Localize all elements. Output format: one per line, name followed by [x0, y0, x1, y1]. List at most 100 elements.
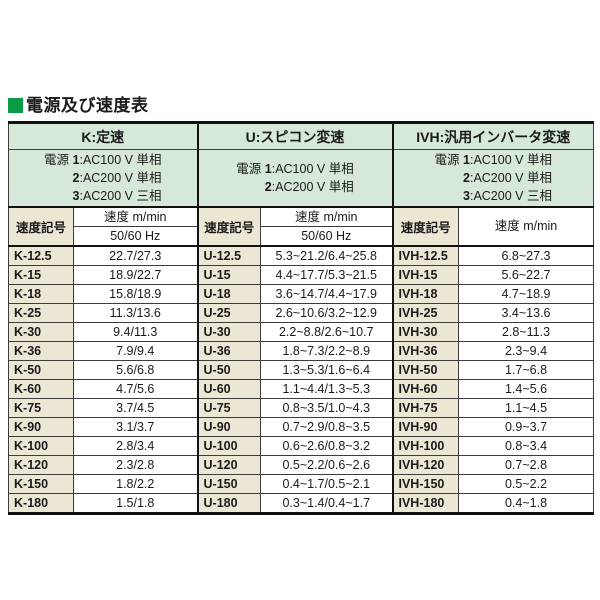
- speed-code-cell: U-100: [196, 436, 261, 456]
- speed-value-cell: 15.8/18.9: [73, 284, 198, 304]
- speed-value-cell: 7.9/9.4: [73, 341, 198, 361]
- speed-code-cell: U-25: [196, 303, 261, 323]
- code-header-u: 速度記号: [196, 206, 261, 247]
- speed-value-cell: 5.6/6.8: [73, 360, 198, 380]
- speed-code-cell: IVH-150: [391, 474, 459, 494]
- speed-value-cell: 2.6~10.6/3.2~12.9: [260, 303, 393, 323]
- speed-value-cell: 0.8~3.5/1.0~4.3: [260, 398, 393, 418]
- speed-code-cell: U-180: [196, 493, 261, 514]
- speed-header-cell-k: 速度 m/min 50/60 Hz: [73, 206, 198, 247]
- speed-code-cell: U-75: [196, 398, 261, 418]
- table-row: K-12.5 22.7/27.3 U-12.5 5.3~21.2/6.4~25.8 IV…: [8, 245, 594, 266]
- power-line: 電源 1:AC100 V 単相: [434, 153, 552, 167]
- table-row: K-36 7.9/9.4 U-36 1.8~7.3/2.2~8.9 IVH-36 2.3~…: [8, 341, 594, 361]
- speed-code-cell: K-36: [8, 341, 74, 361]
- speed-unit-label: 速度 m/min: [74, 208, 197, 227]
- speed-code-cell: IVH-180: [391, 493, 459, 514]
- table-row: K-120 2.3/2.8 U-120 0.5~2.2/0.6~2.6 IVH-120 0…: [8, 455, 594, 475]
- speed-value-cell: 4.7/5.6: [73, 379, 198, 399]
- code-header-ivh: 速度記号: [391, 206, 459, 247]
- speed-value-cell: 11.3/13.6: [73, 303, 198, 323]
- main-header-row: K:定速 U:スピコン変速 IVH:汎用インバータ変速: [8, 122, 594, 150]
- speed-value-cell: 3.7/4.5: [73, 398, 198, 418]
- speed-code-cell: U-30: [196, 322, 261, 342]
- speed-code-cell: K-150: [8, 474, 74, 494]
- speed-unit-label: 速度 m/min: [261, 208, 392, 227]
- table-row: K-75 3.7/4.5 U-75 0.8~3.5/1.0~4.3 IVH-75 1.1~…: [8, 398, 594, 418]
- power-line: 電源 2:AC200 V 単相: [72, 171, 162, 185]
- power-line: 電源 3:AC200 V 三相: [72, 189, 162, 203]
- speed-value-cell: 22.7/27.3: [73, 245, 198, 266]
- speed-code-cell: K-75: [8, 398, 74, 418]
- power-line: 電源 1:AC100 V 単相: [44, 153, 162, 167]
- table-row: K-25 11.3/13.6 U-25 2.6~10.6/3.2~12.9 IVH-25…: [8, 303, 594, 323]
- frequency-label: 50/60 Hz: [301, 229, 352, 243]
- speed-value-cell: 0.7~2.9/0.8~3.5: [260, 417, 393, 437]
- title-bullet-icon: [8, 98, 23, 113]
- speed-value-cell: 2.3~9.4: [458, 341, 594, 361]
- section-header-u: U:スピコン変速: [196, 122, 393, 150]
- speed-code-cell: K-180: [8, 493, 74, 514]
- speed-value-cell: 0.4~1.7/0.5~2.1: [260, 474, 393, 494]
- speed-value-cell: 3.4~13.6: [458, 303, 594, 323]
- speed-value-cell: 18.9/22.7: [73, 265, 198, 285]
- table-row: K-180 1.5/1.8 U-180 0.3~1.4/0.4~1.7 IVH-180 0…: [8, 493, 594, 514]
- speed-code-cell: K-30: [8, 322, 74, 342]
- speed-code-cell: IVH-15: [391, 265, 459, 285]
- speed-header-cell-u: 速度 m/min 50/60 Hz: [260, 206, 393, 247]
- speed-value-cell: 5.3~21.2/6.4~25.8: [260, 245, 393, 266]
- speed-code-cell: IVH-36: [391, 341, 459, 361]
- speed-code-cell: IVH-100: [391, 436, 459, 456]
- speed-code-cell: U-12.5: [196, 245, 261, 266]
- speed-code-cell: IVH-60: [391, 379, 459, 399]
- speed-code-cell: U-150: [196, 474, 261, 494]
- speed-value-cell: 4.7~18.9: [458, 284, 594, 304]
- speed-value-cell: 2.3/2.8: [73, 455, 198, 475]
- speed-value-cell: 9.4/11.3: [73, 322, 198, 342]
- speed-code-cell: U-120: [196, 455, 261, 475]
- power-line: 電源 3:AC200 V 三相: [463, 189, 552, 203]
- table-row: K-50 5.6/6.8 U-50 1.3~5.3/1.6~6.4 IVH-50 1.7~…: [8, 360, 594, 380]
- speed-code-cell: IVH-120: [391, 455, 459, 475]
- speed-value-cell: 1.4~5.6: [458, 379, 594, 399]
- speed-value-cell: 0.3~1.4/0.4~1.7: [260, 493, 393, 514]
- page-title: 電源及び速度表: [8, 96, 149, 116]
- frequency-label: 50/60 Hz: [110, 229, 161, 243]
- speed-code-cell: K-90: [8, 417, 74, 437]
- speed-value-cell: 0.5~2.2/0.6~2.6: [260, 455, 393, 475]
- speed-value-cell: 1.5/1.8: [73, 493, 198, 514]
- table-row: K-60 4.7/5.6 U-60 1.1~4.4/1.3~5.3 IVH-60 1.4~…: [8, 379, 594, 399]
- speed-value-cell: 0.4~1.8: [458, 493, 594, 514]
- speed-code-cell: IVH-18: [391, 284, 459, 304]
- code-header-k: 速度記号: [8, 206, 74, 247]
- speed-value-cell: 0.5~2.2: [458, 474, 594, 494]
- speed-value-cell: 0.9~3.7: [458, 417, 594, 437]
- speed-value-cell: 2.8/3.4: [73, 436, 198, 456]
- speed-table: K:定速 U:スピコン変速 IVH:汎用インバータ変速 電源 1:AC100 V…: [8, 121, 594, 515]
- speed-value-cell: 3.1/3.7: [73, 417, 198, 437]
- speed-code-cell: IVH-12.5: [391, 245, 459, 266]
- table-row: K-15 18.9/22.7 U-15 4.4~17.7/5.3~21.5 IVH-15…: [8, 265, 594, 285]
- speed-code-cell: IVH-75: [391, 398, 459, 418]
- speed-value-cell: 1.3~5.3/1.6~6.4: [260, 360, 393, 380]
- speed-value-cell: 5.6~22.7: [458, 265, 594, 285]
- speed-code-cell: IVH-50: [391, 360, 459, 380]
- speed-code-cell: U-18: [196, 284, 261, 304]
- speed-code-cell: U-50: [196, 360, 261, 380]
- table-row: K-100 2.8/3.4 U-100 0.6~2.6/0.8~3.2 IVH-100 0…: [8, 436, 594, 456]
- speed-value-cell: 4.4~17.7/5.3~21.5: [260, 265, 393, 285]
- speed-code-cell: U-15: [196, 265, 261, 285]
- speed-code-cell: IVH-90: [391, 417, 459, 437]
- speed-value-cell: 1.8~7.3/2.2~8.9: [260, 341, 393, 361]
- speed-code-cell: K-12.5: [8, 245, 74, 266]
- speed-code-cell: K-120: [8, 455, 74, 475]
- speed-header-cell-ivh: 速度 m/min: [458, 206, 594, 247]
- subheader-row: 速度記号 速度 m/min 50/60 Hz 速度記号 速度 m/min 50/…: [8, 206, 594, 247]
- speed-value-cell: 1.1~4.5: [458, 398, 594, 418]
- speed-value-cell: 0.7~2.8: [458, 455, 594, 475]
- speed-value-cell: 0.8~3.4: [458, 436, 594, 456]
